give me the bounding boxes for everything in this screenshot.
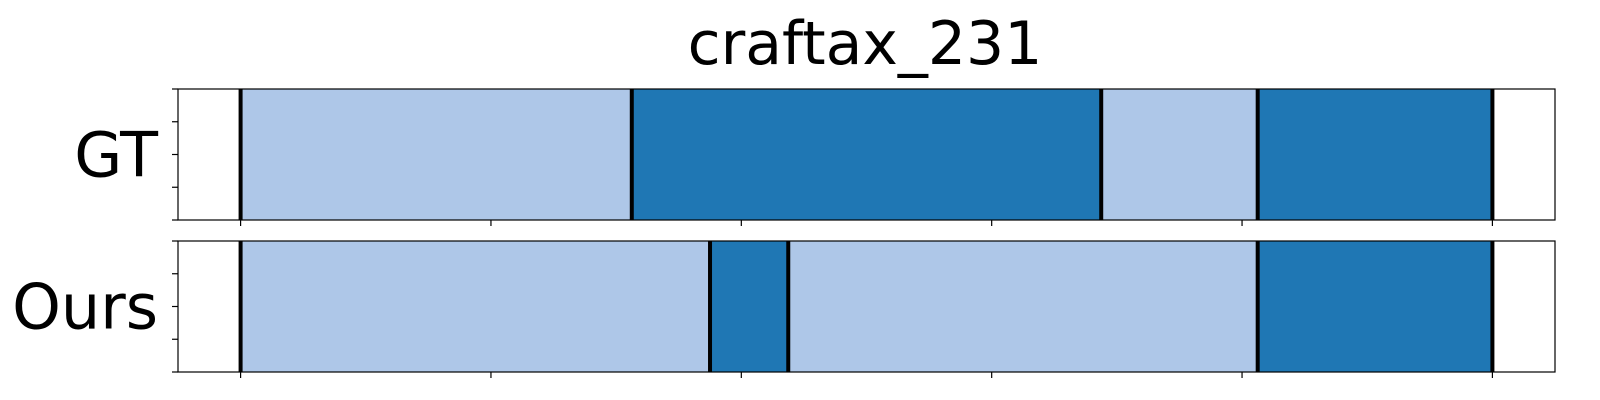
row-0-label: GT [74,119,159,192]
row-0-segment-3 [1257,89,1493,220]
row-0-segment-1 [631,89,1102,220]
row-1-segment-3 [1257,241,1493,372]
row-1-segment-2 [788,241,1258,372]
row-1-label: Ours [12,271,158,344]
row-1-segment-0 [240,241,711,372]
chart-title: craftax_231 [688,9,1043,79]
row-0-segment-0 [240,89,632,220]
row-1-segment-1 [710,241,789,372]
row-0-segment-2 [1101,89,1258,220]
